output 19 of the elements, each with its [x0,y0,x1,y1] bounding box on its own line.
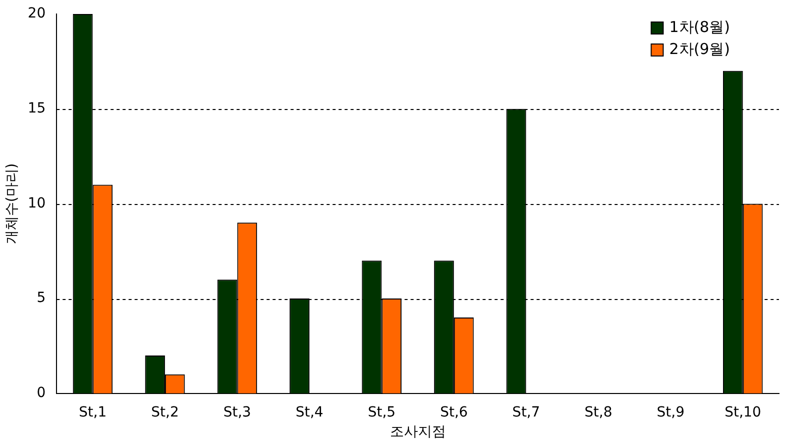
legend-label: 1차(8월) [669,18,730,36]
x-tick-label: St,1 [78,404,107,420]
y-tick-label: 5 [36,290,46,306]
x-tick-label: St,6 [440,404,468,420]
y-tick-label: 20 [28,6,46,22]
y-tick-label: 0 [36,385,46,402]
x-tick-label: St,10 [724,404,762,420]
x-tick-label: St,4 [296,404,324,420]
x-tick-label: St,3 [223,404,252,420]
y-axis-title: 개체수(마리) [4,163,20,244]
x-axis-title: 조사지점 [390,424,446,440]
y-tick-label: 15 [28,100,46,116]
x-tick-label: St,7 [512,404,540,420]
x-tick-label: St,2 [151,404,179,420]
x-tick-label: St,8 [584,404,612,420]
y-tick-label: 10 [28,195,46,212]
x-tick-label: St,9 [656,404,685,420]
legend-label: 2차(9월) [669,40,730,58]
x-tick-label: St,5 [368,404,396,420]
